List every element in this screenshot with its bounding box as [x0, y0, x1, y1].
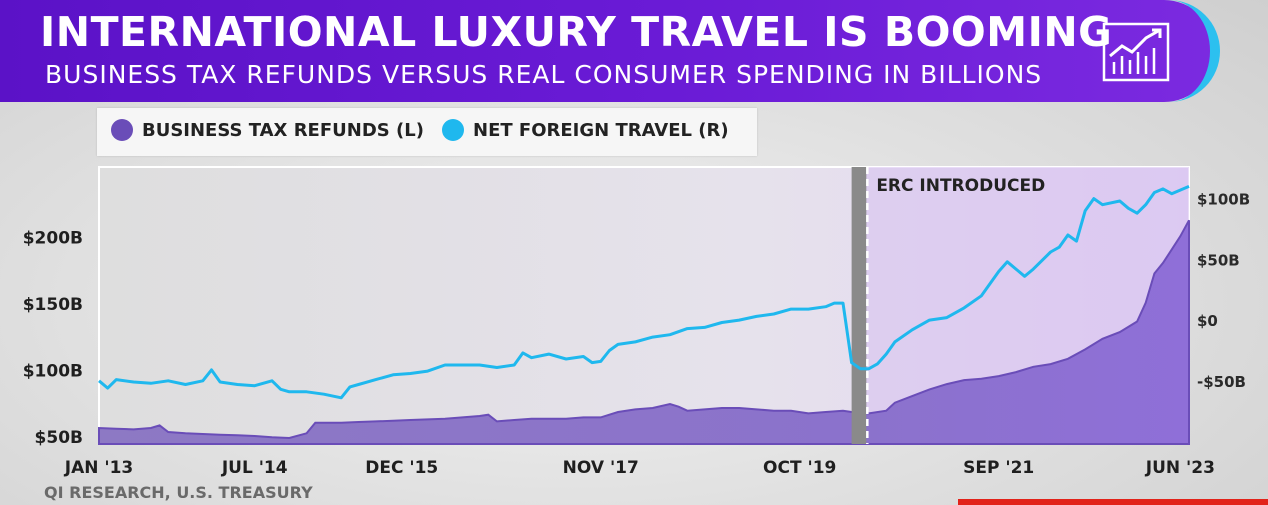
legend-swatch-foreign-travel: [442, 119, 464, 141]
legend-label-tax-refunds: BUSINESS TAX REFUNDS (L): [142, 119, 424, 141]
x-tick-label: DEC '15: [365, 458, 438, 478]
y-right-tick-label: $0: [1197, 312, 1218, 330]
title-banner: INTERNATIONAL LUXURY TRAVEL IS BOOMING B…: [0, 0, 1220, 102]
source-note: QI RESEARCH, U.S. TREASURY: [44, 483, 313, 502]
shaded-band: [851, 167, 867, 444]
y-right-tick-label: -$50B: [1197, 373, 1246, 391]
x-tick-label: NOV '17: [563, 458, 639, 478]
brand-bar: [958, 499, 1268, 505]
y-left-tick-label: $50B: [35, 428, 83, 448]
legend-swatch-tax-refunds: [111, 119, 133, 141]
chart-title: INTERNATIONAL LUXURY TRAVEL IS BOOMING: [40, 8, 1113, 56]
x-tick-label: OCT '19: [763, 458, 836, 478]
x-tick-label: SEP '21: [963, 458, 1034, 478]
y-right-tick-label: $100B: [1197, 191, 1250, 209]
legend-item-tax-refunds: BUSINESS TAX REFUNDS (L): [111, 119, 424, 141]
chart-legend: BUSINESS TAX REFUNDS (L) NET FOREIGN TRA…: [97, 108, 757, 156]
x-tick-label: JAN '13: [64, 458, 134, 478]
y-left-tick-label: $150B: [23, 295, 83, 315]
trend-chart-icon: [1102, 22, 1170, 82]
erc-annotation-label: ERC INTRODUCED: [876, 176, 1045, 196]
series-line-net-foreign-travel: [98, 185, 1190, 400]
legend-item-foreign-travel: NET FOREIGN TRAVEL (R): [442, 119, 729, 141]
legend-label-foreign-travel: NET FOREIGN TRAVEL (R): [473, 119, 729, 141]
y-left-tick-label: $200B: [23, 228, 83, 248]
x-tick-label: JUN '23: [1145, 458, 1215, 478]
series-area-tax-refunds: [98, 219, 1190, 445]
x-tick-label: JUL '14: [221, 458, 288, 478]
y-left-tick-label: $100B: [23, 361, 83, 381]
y-right-tick-label: $50B: [1197, 251, 1240, 269]
chart-subtitle: BUSINESS TAX REFUNDS VERSUS REAL CONSUME…: [45, 60, 1043, 89]
banner-accent-ring: [1100, 0, 1220, 102]
